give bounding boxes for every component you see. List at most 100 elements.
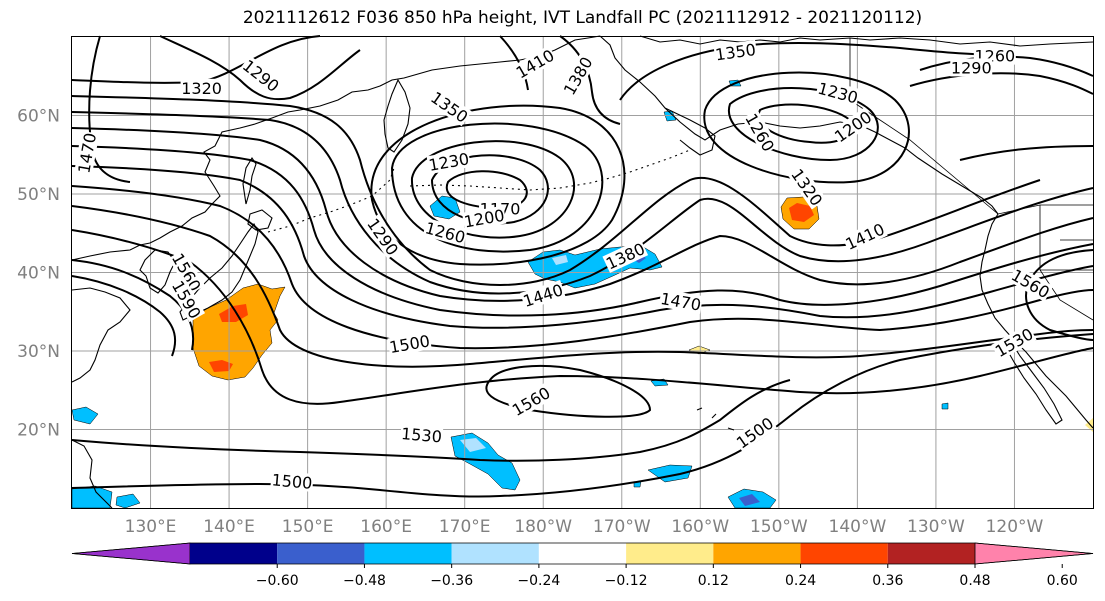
lon-tick-label: 140°E: [203, 517, 255, 537]
colorbar-segment: [887, 543, 975, 564]
colorbar-tick-label: −0.12: [605, 573, 648, 589]
ivt-positive-region-east-edge: [1085, 418, 1093, 432]
lon-tick-label: 130°W: [907, 517, 965, 537]
colorbar-segment: [713, 543, 801, 564]
colorbar-tick-label: 0.48: [959, 573, 990, 589]
contour-label-mask: [363, 214, 403, 259]
contour-1590: [71, 275, 177, 357]
china-coastline: [71, 287, 131, 383]
contour-label-mask: [602, 238, 649, 273]
lon-tick-label: 130°E: [125, 517, 177, 537]
contour-1200: [430, 154, 549, 225]
longitude-axis: 130°E 140°E 150°E 160°E 170°E 180°W 170°W 160°W…: [125, 517, 1044, 537]
contour-1380: [71, 127, 1094, 302]
alaska-peninsula-coastline: [664, 107, 716, 156]
ivt-negative-region-line-islands-b-core: [739, 494, 760, 506]
contour-1290: [370, 104, 626, 266]
contour-1440-ne: [959, 145, 1094, 161]
contour-1530-south: [71, 379, 791, 462]
contour-label-mask: [741, 109, 779, 155]
contour-label-mask: [426, 149, 472, 175]
lon-tick-label: 150°W: [750, 517, 808, 537]
ivt-shading-layer: [71, 79, 1093, 509]
contour-1260-goa: [703, 71, 910, 184]
contour-label-text: 1290: [951, 58, 992, 77]
lon-tick-label: 120°W: [986, 517, 1044, 537]
colorbar-segment: [190, 543, 278, 564]
contour-label-text: 1320: [181, 79, 222, 98]
contour-label-mask: [732, 413, 778, 453]
contour-1290-ne: [909, 72, 1094, 95]
lat-tick-label: 30°N: [17, 342, 60, 362]
contour-1290-nw: [159, 35, 361, 101]
contour-label-mask: [508, 382, 554, 420]
contour-label-mask: [841, 219, 888, 254]
colorbar-tick-label: −0.24: [517, 573, 560, 589]
colorbar-segment: [626, 543, 714, 564]
colorbar-segment: [364, 543, 452, 564]
colorbar-tick-label: −0.60: [256, 573, 299, 589]
contour-1470: [71, 185, 1094, 350]
colorbar-segment: [800, 543, 888, 564]
contour-label-mask: [512, 45, 558, 82]
colorbar-tick-label: 0.36: [872, 573, 903, 589]
contour-label-mask: [461, 205, 507, 231]
contour-label-mask: [74, 130, 100, 176]
height-contours: [71, 35, 1094, 498]
contour-label-mask: [387, 331, 432, 357]
na-west-coastline: [979, 213, 1094, 429]
hawaii-islands: [696, 407, 745, 441]
contour-label-mask: [239, 55, 284, 96]
lat-tick-label: 40°N: [17, 264, 60, 284]
contour-1410-north: [499, 35, 529, 91]
colorbar-tick-label: −0.36: [430, 573, 473, 589]
contour-label-mask: [422, 218, 468, 247]
colorbar-extend-min: [71, 542, 191, 565]
contour-label-mask: [180, 78, 223, 97]
japan-hokkaido-coastline: [247, 209, 273, 231]
contour-1410: [71, 145, 1094, 317]
ivt-negative-region-california: [941, 402, 949, 410]
colorbar-tick-label: 0.24: [785, 573, 816, 589]
contour-1530: [71, 229, 1094, 405]
kamchatka-coastline: [383, 78, 411, 153]
contour-label-text: 1500: [271, 470, 313, 492]
map-frame: [71, 36, 1094, 509]
contour-label: 1500: [270, 470, 314, 493]
philippines-coastline: [71, 439, 113, 509]
contour-label: 1530: [399, 423, 444, 447]
contour-1500-south: [71, 333, 1094, 498]
colorbar-tick-label: 0.60: [1047, 573, 1078, 589]
lat-tick-label: 60°N: [17, 107, 60, 127]
lat-tick-label: 50°N: [17, 185, 60, 205]
lon-tick-label: 140°W: [829, 517, 887, 537]
colorbar-tick-label: 0.12: [698, 573, 729, 589]
ivt-positive-region-japan: [192, 283, 286, 381]
figure-title: 2021112612 F036 850 hPa height, IVT Land…: [242, 8, 923, 28]
contour-1380-north: [559, 35, 621, 125]
colorbar-segment: [538, 543, 627, 564]
ivt-strong-region-japan-b: [209, 360, 233, 372]
lon-tick-label: 180°W: [514, 517, 572, 537]
contour-1170: [445, 170, 528, 210]
contour-label-mask: [168, 249, 206, 295]
ivt-negative-region-philippine-sea: [71, 406, 99, 425]
contour-label-mask: [950, 58, 993, 77]
contour-1440: [71, 165, 1094, 329]
baja-coastline: [1005, 338, 1063, 425]
lon-tick-label: 170°W: [593, 517, 651, 537]
contour-label-mask: [520, 280, 566, 311]
lon-tick-label: 160°W: [671, 517, 729, 537]
contour-label-mask: [1007, 265, 1054, 302]
contour-label: 1320: [180, 78, 223, 98]
colorbar-tick-label: −0.48: [343, 573, 386, 589]
contour-1350-north: [619, 41, 1011, 101]
contour-label: 1230: [815, 78, 861, 107]
contour-label-mask: [168, 276, 206, 323]
latitude-axis: 60°N 50°N 40°N 30°N 20°N: [17, 107, 60, 441]
contour-label-mask: [787, 164, 827, 210]
lat-tick-label: 20°N: [17, 421, 60, 441]
lon-tick-label: 150°E: [282, 517, 334, 537]
